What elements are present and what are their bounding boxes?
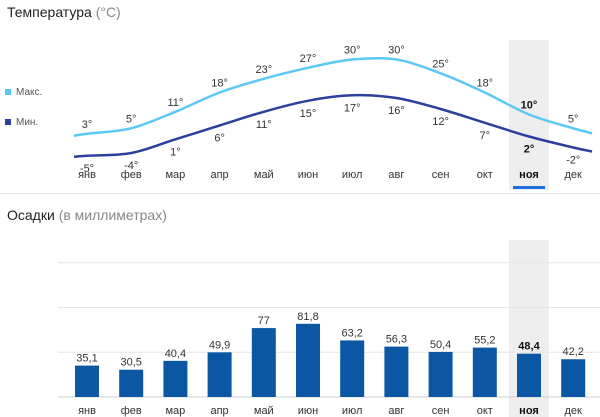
precipitation-bars xyxy=(75,323,586,397)
max-temp-label: 10° xyxy=(521,100,538,112)
month-label: авг xyxy=(388,169,404,181)
precipitation-value-labels: 35,1 30,5 40,4 49,9 77 81,8 63,2 56,3 50,4 55,2 48… xyxy=(76,311,584,369)
month-label: июл xyxy=(342,405,363,417)
precipitation-bar xyxy=(517,353,541,397)
month-label: май xyxy=(254,169,274,181)
section-divider xyxy=(0,193,600,194)
precipitation-value-label: 35,1 xyxy=(76,353,97,365)
min-temp-label: 15° xyxy=(300,108,317,120)
max-temp-label: 27° xyxy=(300,53,317,65)
max-temp-label: 23° xyxy=(255,64,272,76)
precipitation-value-label: 56,3 xyxy=(386,334,407,346)
precipitation-title: Осадки (в миллиметрах) xyxy=(7,207,167,223)
precipitation-month-labels: янв фев мар апр май июн июл авг сен окт ноя дек xyxy=(78,405,582,417)
max-temp-label: 30° xyxy=(344,45,361,57)
month-label: янв xyxy=(78,405,96,417)
precipitation-bar xyxy=(561,359,586,397)
min-temp-label: 7° xyxy=(480,130,491,142)
legend-max-swatch xyxy=(5,89,11,95)
month-label: мар xyxy=(165,405,185,417)
month-label: янв xyxy=(78,169,96,181)
temperature-title: Температура (°C) xyxy=(7,4,121,20)
min-temp-label: -2° xyxy=(566,155,580,167)
precipitation-value-label: 63,2 xyxy=(341,327,362,339)
precipitation-bar xyxy=(384,346,409,397)
precipitation-value-label: 42,2 xyxy=(562,346,583,358)
max-temp-label: 18° xyxy=(211,78,228,90)
month-label: май xyxy=(254,405,274,417)
max-temp-label: 30° xyxy=(388,45,405,57)
max-temperature-labels: 3° 5° 11° 18° 23° 27° 30° 30° 25° 18° 10° 5° xyxy=(82,45,579,131)
precipitation-bar xyxy=(472,347,497,397)
month-label: авг xyxy=(388,405,404,417)
min-temp-label: 11° xyxy=(256,119,272,131)
min-temp-label: 1° xyxy=(170,146,181,158)
temperature-unit: (°C) xyxy=(95,4,121,20)
max-temp-label: 3° xyxy=(82,119,93,131)
month-label: июн xyxy=(298,169,318,181)
min-temp-label: -4° xyxy=(124,160,138,172)
min-temp-label: 2° xyxy=(524,144,535,156)
precipitation-value-label: 55,2 xyxy=(474,335,495,347)
temperature-month-labels: янв фев мар апр май июн июл авг сен окт ноя дек xyxy=(78,169,582,181)
min-temperature-labels: -5° -4° 1° 6° 11° 15° 17° 16° 12° 7° 2° -2° xyxy=(80,102,580,175)
precipitation-value-label: 48,4 xyxy=(518,341,540,353)
max-temp-label: 25° xyxy=(432,58,449,70)
month-label: мар xyxy=(165,169,185,181)
month-label: дек xyxy=(565,405,583,417)
month-label: фев xyxy=(121,169,142,181)
month-label: апр xyxy=(210,169,228,181)
precipitation-value-label: 50,4 xyxy=(430,339,451,351)
precipitation-bar xyxy=(251,328,276,397)
max-temp-label: 18° xyxy=(476,78,493,90)
selected-month-underline xyxy=(513,186,545,189)
precipitation-value-label: 81,8 xyxy=(297,311,318,323)
month-label: окт xyxy=(477,169,493,181)
min-temp-label: 6° xyxy=(214,133,225,145)
max-temp-label: 5° xyxy=(126,113,137,125)
precipitation-unit: (в миллиметрах) xyxy=(58,207,167,223)
precipitation-value-label: 49,9 xyxy=(209,339,230,351)
min-temperature-line xyxy=(73,93,593,158)
max-temperature-line xyxy=(73,56,593,137)
precipitation-bar xyxy=(296,323,320,397)
month-label: фев xyxy=(121,405,142,417)
month-label: сен xyxy=(432,169,450,181)
precipitation-value-label: 30,5 xyxy=(120,357,141,369)
precipitation-bar xyxy=(207,352,232,397)
precipitation-title-text: Осадки xyxy=(7,207,55,223)
precipitation-bar xyxy=(428,351,453,397)
month-label: ноя xyxy=(519,169,539,181)
month-label: апр xyxy=(210,405,228,417)
min-temp-label: 16° xyxy=(388,105,405,117)
temperature-legend: Макс. Мин. xyxy=(5,87,42,128)
month-label: ноя xyxy=(519,405,539,417)
max-temp-label: 11° xyxy=(167,97,183,109)
month-label: июн xyxy=(298,405,318,417)
precipitation-value-label: 40,4 xyxy=(165,348,186,360)
precipitation-bar xyxy=(75,365,99,397)
legend-min-swatch xyxy=(5,119,11,125)
month-label: июл xyxy=(342,169,363,181)
temperature-chart: Макс. Мин. 3° 5° 11° 18° 23° 27° 30° 30° 25° 18° 10… xyxy=(5,40,593,190)
precipitation-bar xyxy=(340,340,365,397)
precipitation-value-label: 77 xyxy=(258,315,270,327)
precipitation-gridlines xyxy=(58,262,600,398)
month-label: дек xyxy=(565,169,583,181)
precipitation-bar xyxy=(163,360,188,397)
legend-min-label: Мин. xyxy=(16,117,38,128)
min-temp-label: -5° xyxy=(80,163,94,175)
min-temp-label: 12° xyxy=(432,116,449,128)
precipitation-bar xyxy=(119,369,144,397)
min-temp-label: 17° xyxy=(344,102,361,114)
max-temp-label: 5° xyxy=(568,113,579,125)
month-label: сен xyxy=(432,405,450,417)
temperature-title-text: Температура xyxy=(7,4,92,20)
legend-max-label: Макс. xyxy=(16,87,42,98)
month-label: окт xyxy=(477,405,493,417)
